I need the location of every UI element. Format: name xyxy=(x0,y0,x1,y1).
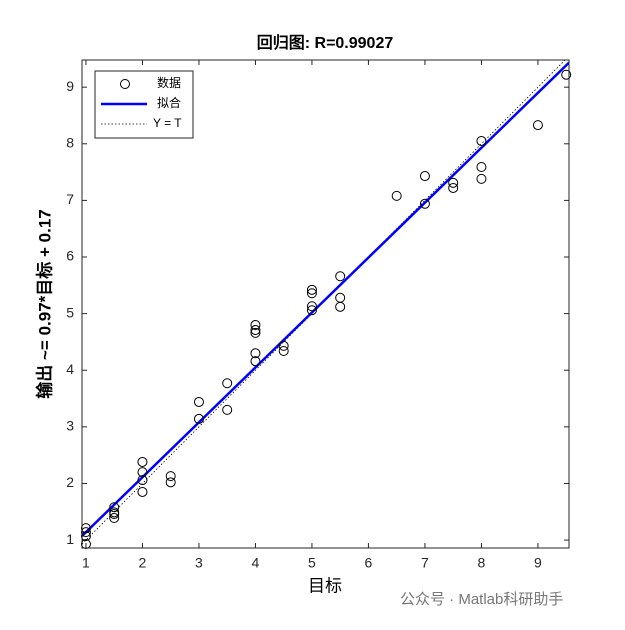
data-point xyxy=(278,345,289,356)
data-point xyxy=(222,378,233,389)
x-tick-label: 8 xyxy=(478,555,486,571)
fit-line xyxy=(82,61,569,537)
data-point xyxy=(419,171,430,182)
y-tick-label: 9 xyxy=(66,78,74,94)
data-point xyxy=(109,502,120,513)
y-tick-label: 2 xyxy=(66,474,74,490)
data-point xyxy=(335,301,346,312)
y-tick-label: 6 xyxy=(66,248,74,264)
data-point xyxy=(448,182,459,193)
y-axis-label: 输出 ~= 0.97*目标 + 0.17 xyxy=(34,209,54,398)
x-tick-label: 6 xyxy=(365,555,373,571)
data-point xyxy=(109,512,120,523)
data-point xyxy=(137,456,148,467)
legend-marker xyxy=(120,79,130,89)
x-tick-label: 2 xyxy=(139,555,147,571)
y-tick-label: 4 xyxy=(66,361,74,377)
identity-line xyxy=(82,60,566,545)
x-tick-label: 5 xyxy=(308,555,316,571)
data-point xyxy=(391,190,402,201)
data-point xyxy=(250,348,261,359)
data-point xyxy=(80,523,91,534)
data-point xyxy=(476,135,487,146)
data-point xyxy=(80,539,91,550)
x-tick-label: 1 xyxy=(82,555,90,571)
watermark: 公众号 · Matlab科研助手 xyxy=(400,591,563,608)
data-point xyxy=(193,413,204,424)
data-point xyxy=(109,509,120,520)
data-point xyxy=(165,471,176,482)
legend-label: 拟合 xyxy=(157,95,181,110)
x-tick-label: 9 xyxy=(534,555,542,571)
data-point xyxy=(419,198,430,209)
data-point xyxy=(250,319,261,330)
data-point xyxy=(278,340,289,351)
legend-label: Y = T xyxy=(153,116,182,130)
data-point xyxy=(222,404,233,415)
legend-label: 数据 xyxy=(157,75,181,90)
x-tick-label: 4 xyxy=(252,555,260,571)
data-point xyxy=(306,301,317,312)
data-point xyxy=(561,69,572,80)
data-point xyxy=(448,177,459,188)
data-point xyxy=(165,477,176,488)
x-tick-label: 3 xyxy=(195,555,203,571)
data-point xyxy=(193,396,204,407)
y-tick-label: 8 xyxy=(66,134,74,150)
data-point xyxy=(476,173,487,184)
data-point xyxy=(250,325,261,336)
data-point xyxy=(80,531,91,542)
data-point xyxy=(80,527,91,538)
axes-box xyxy=(81,59,570,549)
data-point xyxy=(306,305,317,316)
x-tick-label: 7 xyxy=(421,555,429,571)
data-point xyxy=(532,120,543,131)
data-point xyxy=(335,271,346,282)
x-axis-label: 目标 xyxy=(308,576,342,595)
y-tick-label: 7 xyxy=(66,191,74,207)
y-tick-label: 3 xyxy=(66,418,74,434)
data-point xyxy=(306,288,317,299)
data-point xyxy=(250,327,261,338)
chart-title: 回归图: R=0.99027 xyxy=(257,33,394,52)
y-tick-label: 5 xyxy=(66,304,74,320)
data-point xyxy=(476,161,487,172)
data-point xyxy=(137,467,148,478)
y-tick-label: 1 xyxy=(66,531,74,547)
data-point xyxy=(306,284,317,295)
data-point xyxy=(250,356,261,367)
data-point xyxy=(137,486,148,497)
data-point xyxy=(137,475,148,486)
